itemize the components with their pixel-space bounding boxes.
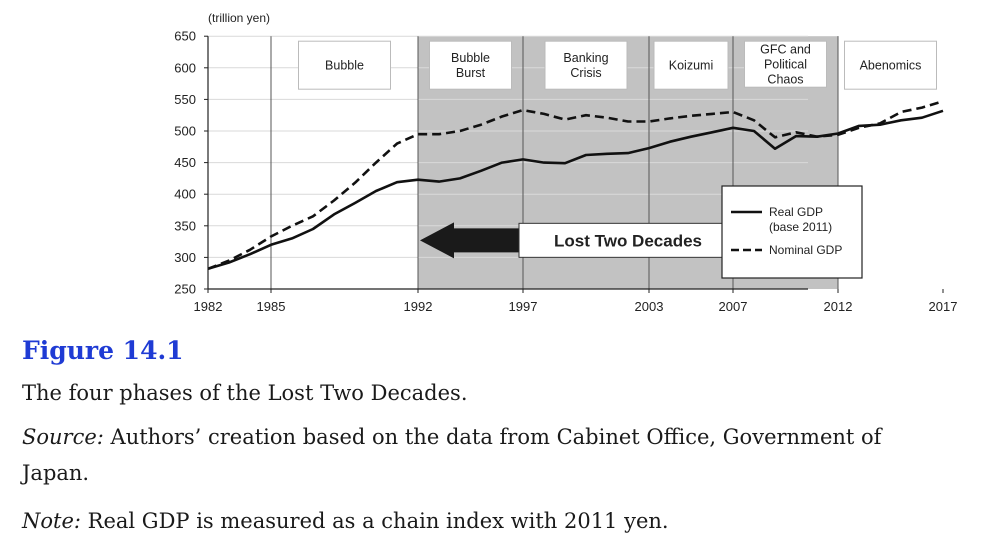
series-lines <box>207 100 944 271</box>
phase-label: Bubble Burst <box>451 51 490 80</box>
y-tick-label: 450 <box>174 155 196 170</box>
y-tick-label: 400 <box>174 187 196 202</box>
real-gdp-line <box>207 109 944 271</box>
x-tick-label: 1982 <box>194 299 223 314</box>
x-tick-label: 2007 <box>719 299 748 314</box>
phase-label-box <box>298 40 391 90</box>
legend: Real GDP (base 2011) Nominal GDP <box>721 185 863 279</box>
y-tick-label: 250 <box>174 282 196 297</box>
y-tick-label: 500 <box>174 124 196 139</box>
x-tick-label: 1992 <box>404 299 433 314</box>
phase-label-box <box>744 40 827 88</box>
y-tick-label: 300 <box>174 250 196 265</box>
legend-box <box>721 185 863 279</box>
axes: 250 300 350 400 450 500 550 600 650 1982 1985 1992 1… <box>174 11 957 314</box>
y-tick-label: 600 <box>174 60 196 75</box>
x-tick-label: 1985 <box>257 299 286 314</box>
phase-label: GFC and Political Chaos <box>760 43 811 87</box>
x-tick-label: 2003 <box>635 299 664 314</box>
y-tick-label: 350 <box>174 218 196 233</box>
phase-labels: Bubble Bubble Burst Banking Crisis Koizumi GFC… <box>298 40 937 90</box>
note-label: Note: <box>22 509 81 533</box>
figure-label: Figure 14.1 <box>22 336 184 365</box>
note-text: Real GDP is measured as a chain index wi… <box>80 509 669 533</box>
figure-source: Source: Authors’ creation based on the d… <box>22 418 972 457</box>
x-tick-label: 2012 <box>824 299 853 314</box>
left-arrow <box>420 222 519 259</box>
figure-note: Note: Real GDP is measured as a chain in… <box>22 502 972 541</box>
source-label: Source: <box>22 425 104 449</box>
phase-label-box <box>544 40 628 90</box>
y-tick-label: 550 <box>174 92 196 107</box>
legend-label: Nominal GDP <box>769 243 842 257</box>
nominal-gdp-line <box>207 100 944 271</box>
annotation-label: Lost Two Decades <box>554 231 702 250</box>
figure-description: The four phases of the Lost Two Decades. <box>22 381 468 405</box>
phase-label-box <box>844 40 937 90</box>
legend-label: Real GDP (base 2011) <box>769 205 832 234</box>
source-text: Authors’ creation based on the data from… <box>103 425 882 449</box>
phase-label: Banking Crisis <box>563 51 608 80</box>
phase-label-box <box>653 40 729 90</box>
phase-label: Bubble <box>325 59 364 73</box>
gdp-chart: Bubble Bubble Burst Banking Crisis Koizumi GFC… <box>174 11 957 314</box>
phase-label-box <box>429 40 512 90</box>
figure-source-continued: Japan. <box>22 461 90 485</box>
x-tick-label: 2017 <box>929 299 958 314</box>
x-tick-label: 1997 <box>509 299 538 314</box>
y-tick-label: 650 <box>174 29 196 44</box>
phase-label: Koizumi <box>669 59 713 73</box>
unit-label: (trillion yen) <box>208 11 270 25</box>
phase-label: Abenomics <box>860 59 922 73</box>
